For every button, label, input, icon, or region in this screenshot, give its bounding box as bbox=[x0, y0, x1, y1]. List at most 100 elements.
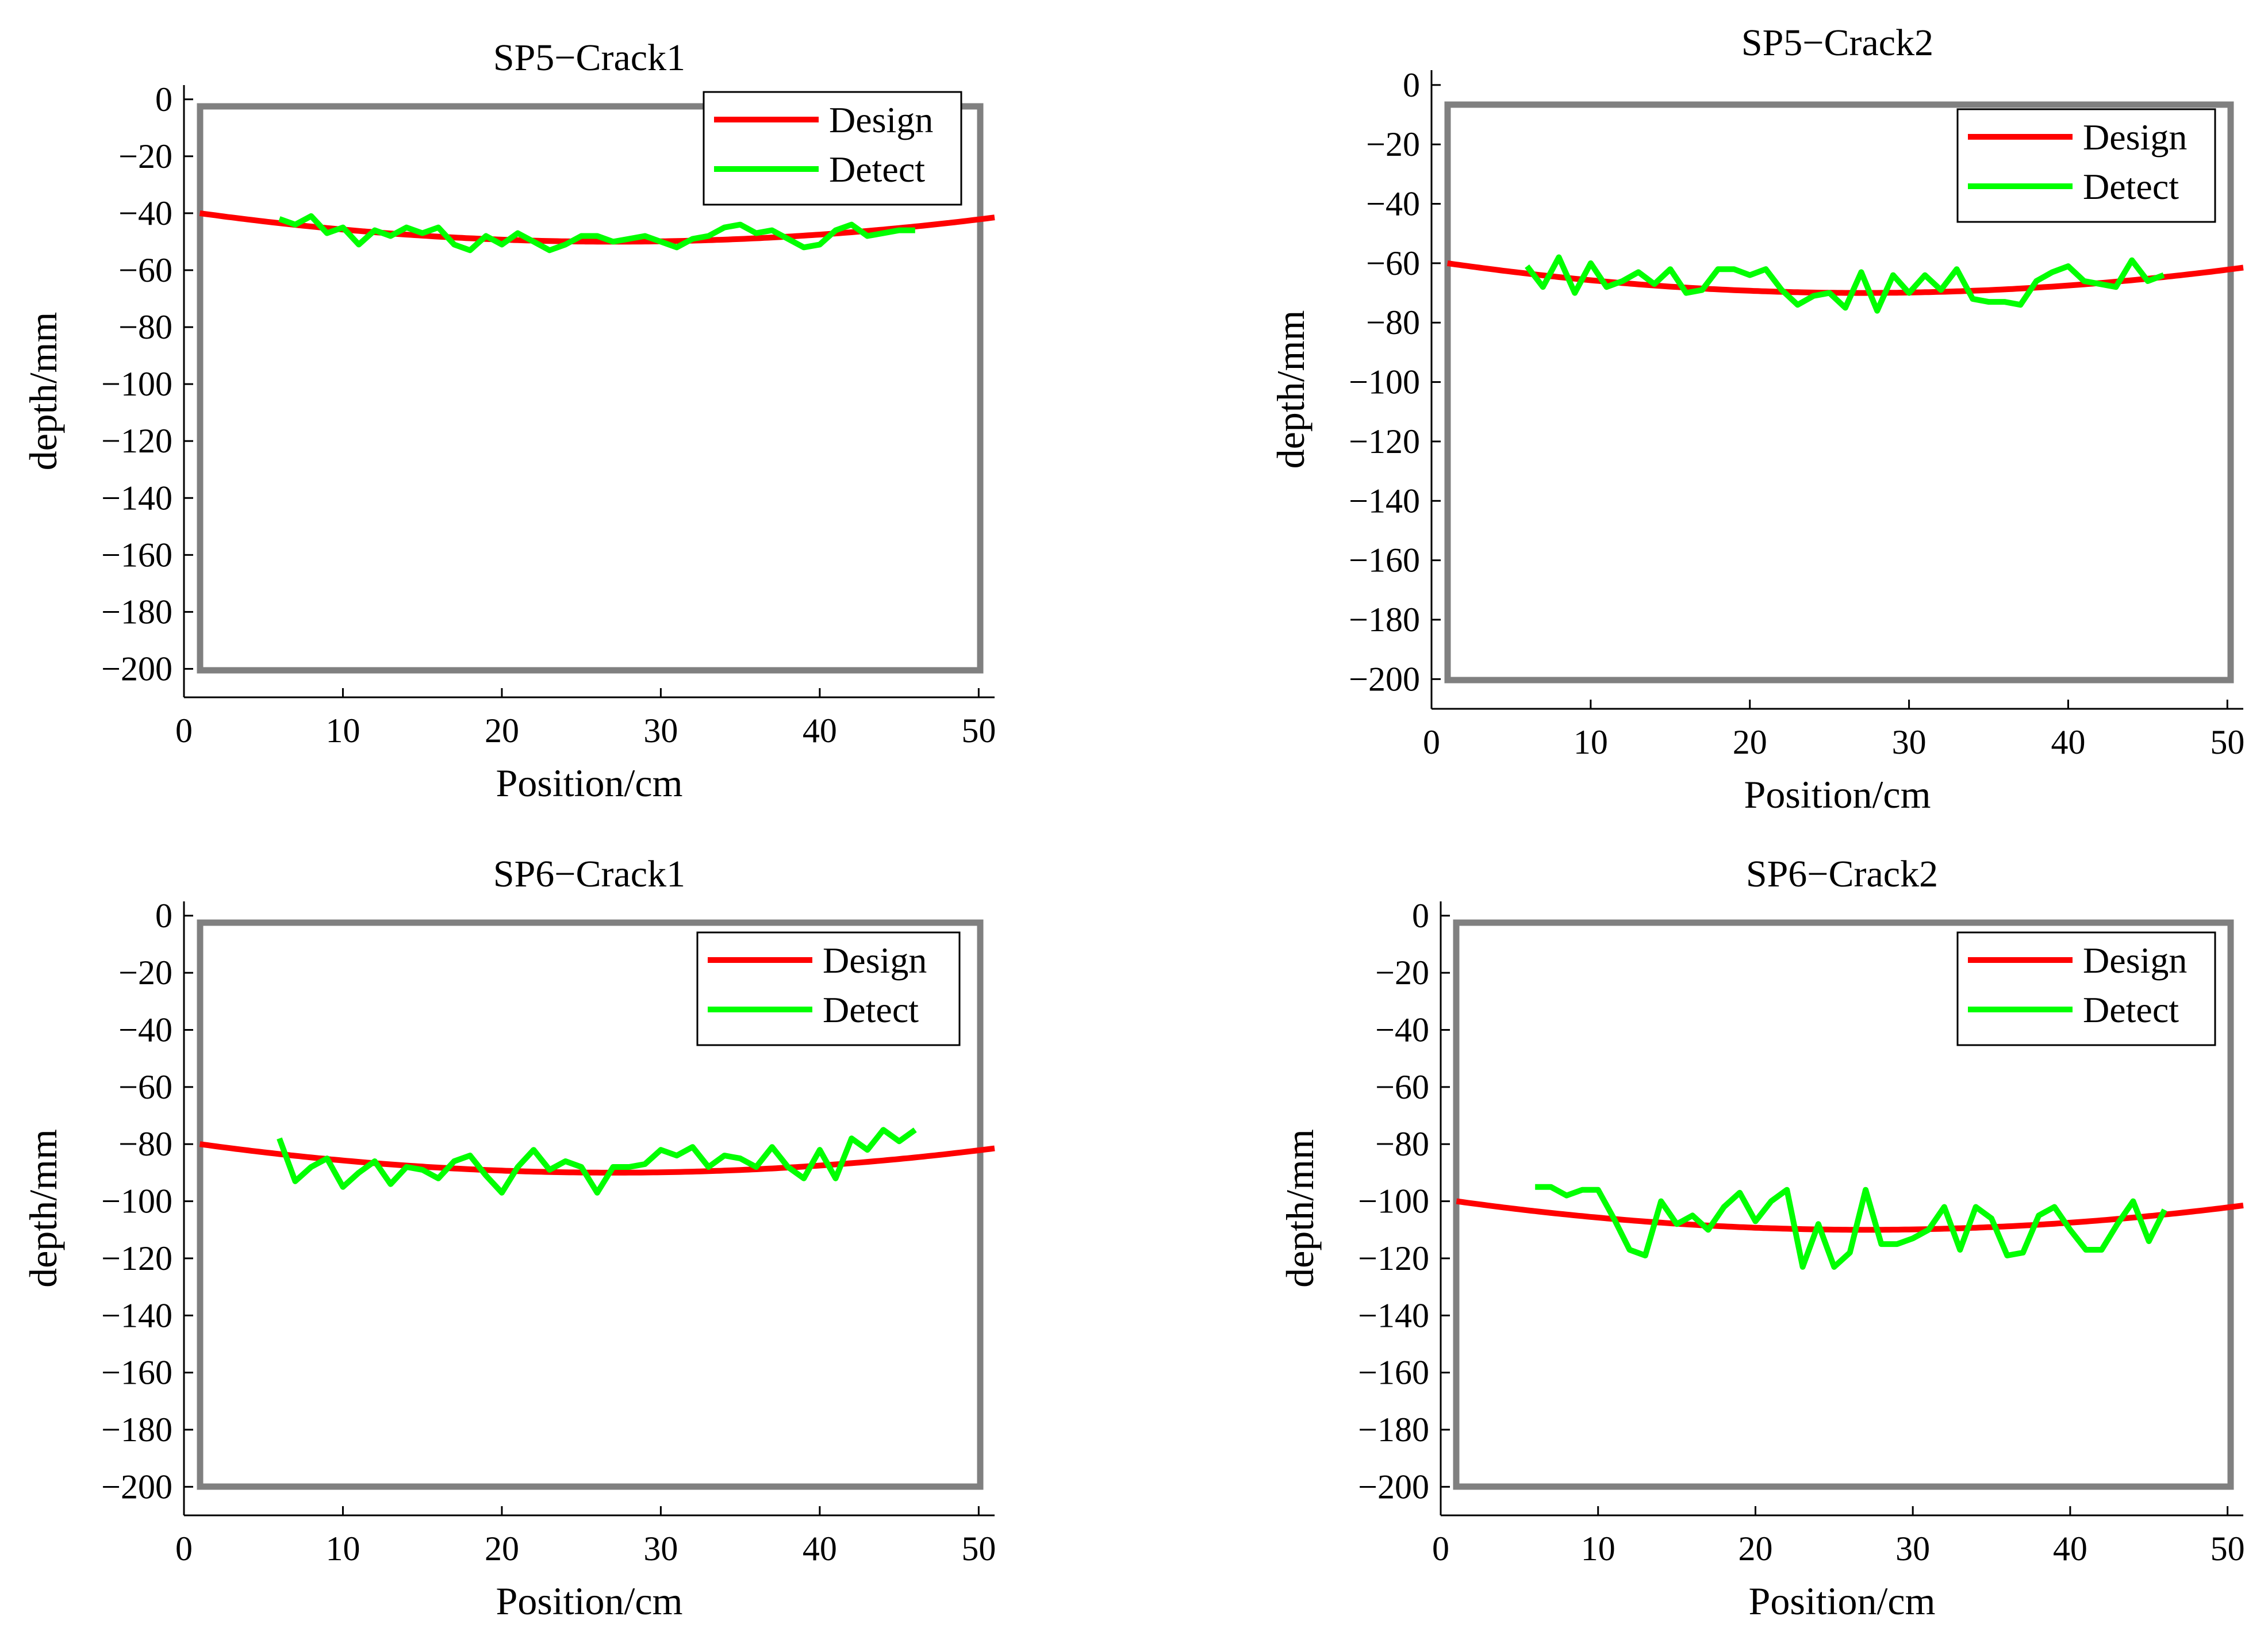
legend-box bbox=[1956, 108, 2216, 223]
y-tick-label: −120 bbox=[1349, 423, 1420, 460]
x-tick-label: 30 bbox=[643, 712, 678, 750]
x-tick-label: 0 bbox=[175, 1530, 193, 1568]
y-tick-label: −180 bbox=[1358, 1411, 1429, 1449]
legend-design-label: Design bbox=[2083, 940, 2187, 981]
x-tick-label: 20 bbox=[485, 712, 519, 750]
y-tick-label: −20 bbox=[1375, 954, 1429, 992]
y-tick-label: −80 bbox=[118, 308, 172, 346]
y-tick-label: −100 bbox=[101, 1183, 172, 1220]
y-tick-label: −60 bbox=[118, 251, 172, 289]
x-tick-label: 40 bbox=[2053, 1530, 2087, 1568]
plot-frame bbox=[197, 103, 984, 674]
y-tick-label: −120 bbox=[101, 1239, 172, 1277]
y-axis-label: depth/mm bbox=[1278, 1129, 1322, 1288]
x-tick-label: 10 bbox=[1581, 1530, 1615, 1568]
x-axis-label: Position/cm bbox=[1749, 1579, 1936, 1623]
y-tick-label: −140 bbox=[1358, 1296, 1429, 1334]
legend-design-label: Design bbox=[2083, 117, 2187, 158]
legend-box bbox=[1956, 931, 2216, 1046]
x-tick-label: 50 bbox=[2210, 723, 2244, 761]
detect-series-line bbox=[1535, 1184, 2167, 1270]
y-tick-label: 0 bbox=[1403, 66, 1420, 104]
y-tick-label: −160 bbox=[1349, 542, 1420, 579]
x-tick-label: 10 bbox=[325, 1530, 360, 1568]
y-tick-label: 0 bbox=[155, 80, 172, 118]
x-tick-label: 30 bbox=[1892, 723, 1927, 761]
legend: Design Detect bbox=[696, 931, 961, 1046]
x-tick-label: 0 bbox=[1423, 723, 1440, 761]
y-tick-label: −40 bbox=[118, 1011, 172, 1049]
y-tick-label: −100 bbox=[1358, 1183, 1429, 1220]
x-tick-label: 40 bbox=[803, 1530, 837, 1568]
y-tick-label: −60 bbox=[118, 1068, 172, 1106]
y-tick-label: −20 bbox=[118, 137, 172, 175]
plot-frame bbox=[1444, 101, 2234, 684]
y-axis-label: depth/mm bbox=[1269, 310, 1313, 469]
legend-detect-label: Detect bbox=[829, 149, 925, 190]
y-tick-label: −140 bbox=[101, 1296, 172, 1334]
x-tick-label: 50 bbox=[961, 712, 996, 750]
y-tick-label: −40 bbox=[1375, 1011, 1429, 1049]
y-tick-label: −160 bbox=[101, 536, 172, 574]
y-tick-label: −20 bbox=[1366, 125, 1420, 163]
y-tick-label: −80 bbox=[118, 1125, 172, 1163]
y-tick-label: 0 bbox=[1412, 897, 1429, 935]
legend: Design Detect bbox=[703, 91, 962, 206]
y-tick-label: −160 bbox=[1358, 1354, 1429, 1392]
legend-box bbox=[703, 91, 962, 206]
legend: Design Detect bbox=[1956, 931, 2216, 1046]
x-axis-label: Position/cm bbox=[496, 1579, 683, 1623]
y-tick-label: −80 bbox=[1366, 304, 1420, 341]
x-tick-label: 0 bbox=[175, 712, 193, 750]
y-tick-label: −120 bbox=[1358, 1239, 1429, 1277]
y-tick-label: −100 bbox=[101, 365, 172, 403]
y-axis-label: depth/mm bbox=[21, 312, 65, 471]
x-tick-label: 50 bbox=[961, 1530, 996, 1568]
y-tick-label: −180 bbox=[1349, 601, 1420, 639]
x-tick-label: 10 bbox=[1574, 723, 1608, 761]
y-tick-label: −60 bbox=[1375, 1068, 1429, 1106]
x-tick-label: 20 bbox=[1733, 723, 1767, 761]
x-tick-label: 50 bbox=[2211, 1530, 2245, 1568]
y-tick-label: −140 bbox=[101, 479, 172, 517]
detect-series-line bbox=[278, 213, 915, 254]
chart-title: SP6−Crack1 bbox=[493, 853, 685, 895]
y-tick-label: −140 bbox=[1349, 482, 1420, 520]
chart-title: SP5−Crack2 bbox=[1741, 22, 1933, 64]
legend-design-label: Design bbox=[823, 940, 927, 981]
design-series-line bbox=[199, 1141, 995, 1176]
y-tick-label: −200 bbox=[1358, 1468, 1429, 1506]
legend: Design Detect bbox=[1956, 108, 2216, 223]
y-tick-label: −160 bbox=[101, 1354, 172, 1392]
plot-frame bbox=[197, 919, 984, 1490]
y-tick-label: −100 bbox=[1349, 363, 1420, 401]
x-tick-label: 40 bbox=[2051, 723, 2085, 761]
chart-title: SP6−Crack2 bbox=[1746, 853, 1938, 895]
y-axis-label: depth/mm bbox=[21, 1129, 65, 1288]
legend-detect-label: Detect bbox=[2083, 166, 2179, 207]
x-tick-label: 20 bbox=[1738, 1530, 1772, 1568]
y-tick-label: −180 bbox=[101, 593, 172, 631]
y-tick-label: −80 bbox=[1375, 1125, 1429, 1163]
x-tick-label: 20 bbox=[485, 1530, 519, 1568]
detect-series-line bbox=[1525, 254, 2165, 314]
y-tick-label: −180 bbox=[101, 1411, 172, 1449]
y-tick-label: −200 bbox=[101, 650, 172, 688]
x-axis-label: Position/cm bbox=[1744, 773, 1931, 816]
y-tick-label: −200 bbox=[1349, 660, 1420, 698]
x-tick-label: 10 bbox=[325, 712, 360, 750]
x-tick-label: 30 bbox=[1895, 1530, 1930, 1568]
chart-title: SP5−Crack1 bbox=[493, 37, 685, 79]
legend-detect-label: Detect bbox=[2083, 989, 2179, 1030]
y-tick-label: −120 bbox=[101, 422, 172, 460]
detect-series-line bbox=[277, 1127, 917, 1196]
x-tick-label: 30 bbox=[643, 1530, 678, 1568]
legend-design-label: Design bbox=[829, 99, 933, 140]
legend-detect-label: Detect bbox=[823, 989, 919, 1030]
